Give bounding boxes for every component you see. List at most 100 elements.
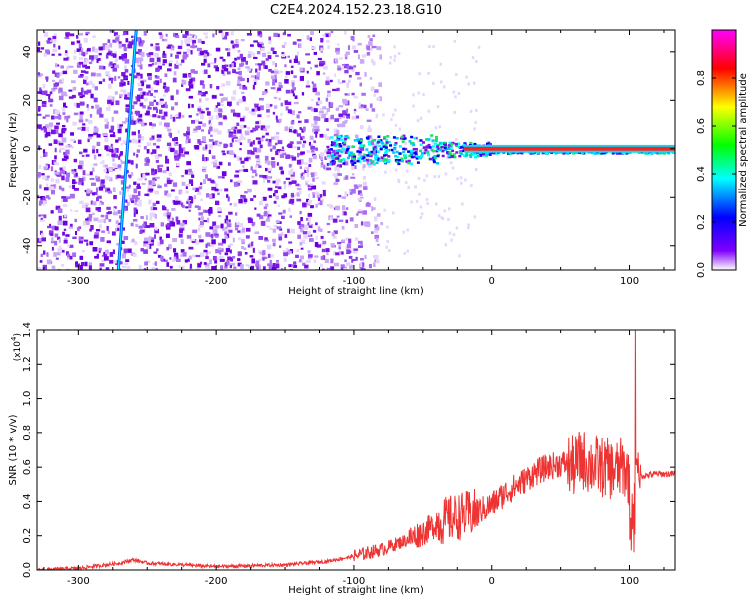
heatmap-cell xyxy=(326,39,330,43)
y-tick-label: 40 xyxy=(22,45,33,58)
heatmap-cell xyxy=(138,41,143,45)
heatmap-cell xyxy=(178,189,182,195)
heatmap-cell xyxy=(58,115,62,120)
heatmap-cell xyxy=(255,121,259,125)
heatmap-cell xyxy=(324,156,328,160)
heatmap-cell xyxy=(253,80,257,85)
heatmap-cell xyxy=(259,41,263,44)
heatmap-cell xyxy=(93,163,98,166)
heatmap-cell xyxy=(85,154,90,157)
heatmap-cell xyxy=(464,178,467,182)
heatmap-cell xyxy=(285,75,288,79)
heatmap-cell xyxy=(54,125,59,130)
heatmap-cell xyxy=(232,68,235,72)
heatmap-cell xyxy=(236,156,240,161)
heatmap-cell xyxy=(327,148,331,152)
heatmap-cell xyxy=(183,51,187,55)
heatmap-cell xyxy=(64,237,68,241)
heatmap-cell xyxy=(289,177,295,180)
heatmap-cell xyxy=(280,102,284,107)
heatmap-cell xyxy=(172,116,176,122)
heatmap-cell xyxy=(390,148,394,152)
heatmap-cell xyxy=(270,148,273,152)
heatmap-cell xyxy=(62,92,67,96)
heatmap-cell xyxy=(281,215,285,219)
heatmap-cell xyxy=(278,85,283,89)
heatmap-cell xyxy=(214,188,219,192)
heatmap-cell xyxy=(79,111,84,115)
heatmap-cell xyxy=(330,114,334,120)
heatmap-cell xyxy=(168,172,172,177)
heatmap-cell xyxy=(205,243,208,249)
heatmap-cell xyxy=(362,54,367,58)
heatmap-cell xyxy=(291,89,295,94)
heatmap-cell xyxy=(465,152,469,155)
x-tick-label: -100 xyxy=(343,576,366,587)
heatmap-cell xyxy=(217,113,222,118)
heatmap-cell xyxy=(209,226,214,230)
heatmap-cell xyxy=(193,45,198,48)
heatmap-cell xyxy=(46,78,49,82)
heatmap-cell xyxy=(299,67,304,72)
heatmap-cell xyxy=(368,153,372,156)
heatmap-cell xyxy=(209,259,212,265)
heatmap-cell xyxy=(72,252,77,257)
heatmap-cell xyxy=(86,48,91,52)
heatmap-cell xyxy=(289,215,292,218)
heatmap-cell xyxy=(251,108,256,113)
y-tick-label: 0.2 xyxy=(22,528,33,544)
heatmap-cell xyxy=(47,126,53,132)
heatmap-cell xyxy=(386,160,390,163)
heatmap-cell xyxy=(241,57,246,62)
heatmap-cell xyxy=(394,108,397,112)
heatmap-cell xyxy=(341,225,345,230)
heatmap-cell xyxy=(55,63,58,68)
heatmap-cell xyxy=(275,195,279,200)
heatmap-cell xyxy=(388,249,391,252)
heatmap-cell xyxy=(271,266,277,270)
heatmap-cell xyxy=(45,163,49,166)
heatmap-cell xyxy=(372,207,376,210)
heatmap-cell xyxy=(455,226,459,230)
heatmap-cell xyxy=(346,82,349,88)
heatmap-cell xyxy=(282,32,286,36)
heatmap-cell xyxy=(61,175,65,181)
heatmap-cell xyxy=(120,89,125,93)
heatmap-cell xyxy=(69,244,74,248)
heatmap-cell xyxy=(211,193,215,199)
heatmap-cell xyxy=(85,207,91,213)
heatmap-cell xyxy=(62,112,66,115)
heatmap-cell xyxy=(43,153,47,157)
heatmap-cell xyxy=(121,187,124,191)
heatmap-cell xyxy=(73,55,77,60)
heatmap-cell xyxy=(57,236,61,240)
heatmap-cell xyxy=(200,198,203,202)
heatmap-cell xyxy=(78,119,84,123)
heatmap-cell xyxy=(253,40,258,43)
heatmap-cell xyxy=(152,202,157,207)
heatmap-cell xyxy=(337,67,342,71)
heatmap-cell xyxy=(393,143,397,147)
heatmap-cell xyxy=(259,43,264,46)
heatmap-cell xyxy=(374,234,379,239)
heatmap-cell xyxy=(248,51,253,54)
heatmap-cell xyxy=(334,157,338,160)
heatmap-cell xyxy=(229,265,232,269)
heatmap-cell xyxy=(167,216,171,221)
heatmap-cell xyxy=(234,174,239,178)
heatmap-cell xyxy=(50,233,54,237)
heatmap-cell xyxy=(416,119,420,123)
heatmap-cell xyxy=(136,149,140,153)
heatmap-cell xyxy=(426,150,430,154)
heatmap-cell xyxy=(61,199,64,202)
heatmap-cell xyxy=(83,79,87,85)
heatmap-cell xyxy=(275,54,279,57)
heatmap-cell xyxy=(255,260,260,266)
heatmap-cell xyxy=(351,157,355,161)
heatmap-cell xyxy=(268,168,272,172)
heatmap-cell xyxy=(374,89,379,93)
heatmap-cell xyxy=(197,108,202,112)
heatmap-cell xyxy=(529,152,533,155)
heatmap-cell xyxy=(96,149,99,154)
heatmap-cell xyxy=(168,60,173,63)
